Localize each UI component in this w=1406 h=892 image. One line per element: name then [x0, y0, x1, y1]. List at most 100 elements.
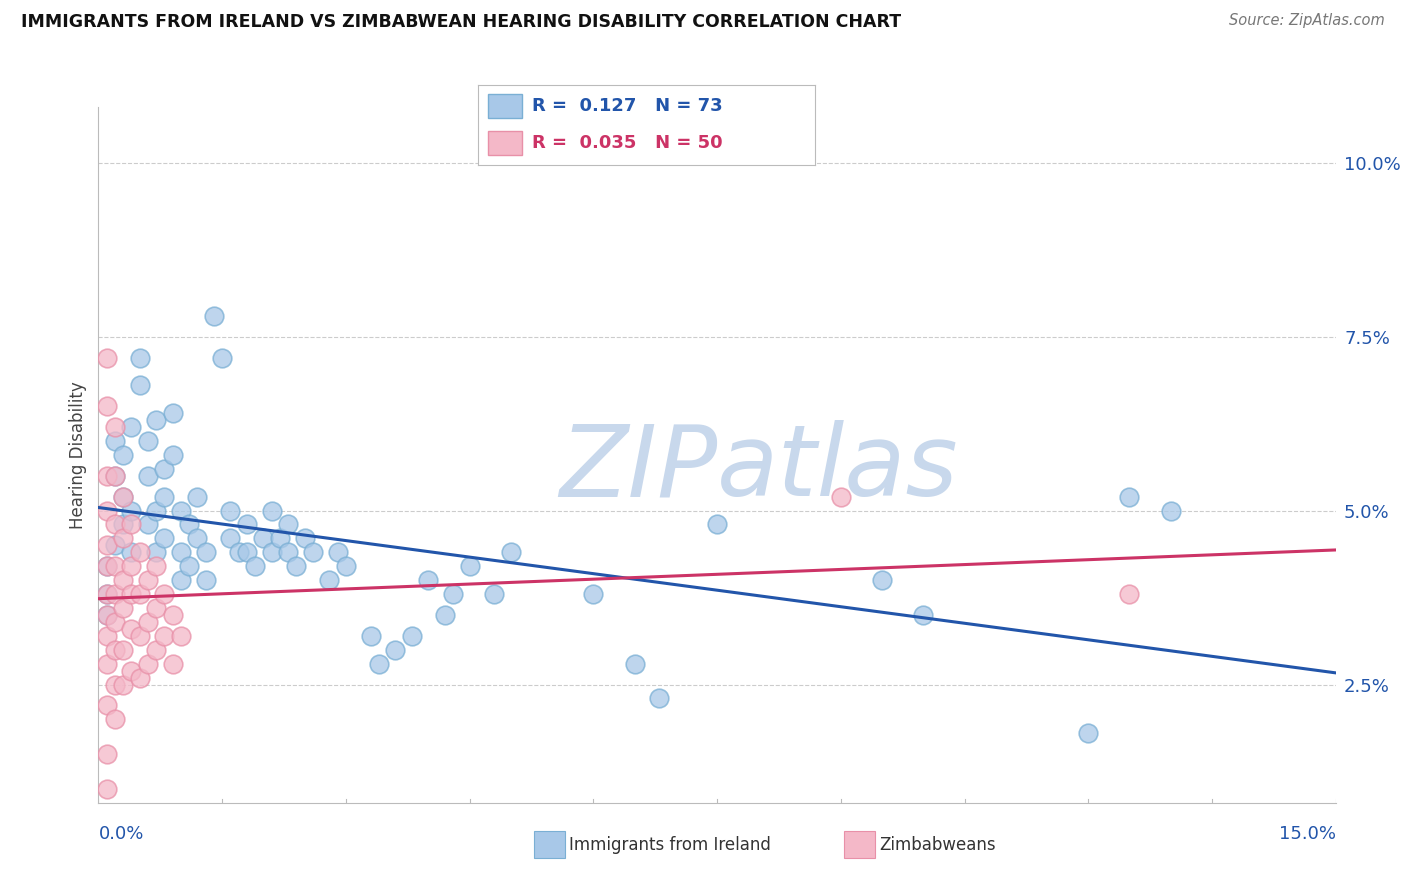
Point: [120, 517, 142, 532]
Text: R =  0.035   N = 50: R = 0.035 N = 50: [531, 135, 723, 153]
Text: 15.0%: 15.0%: [1278, 825, 1336, 843]
Point: [96, 587, 118, 601]
Point: [162, 607, 184, 622]
Point: [830, 490, 852, 504]
Point: [104, 677, 127, 691]
Point: [194, 573, 217, 587]
Point: [360, 629, 382, 643]
Point: [104, 434, 127, 448]
Point: [623, 657, 645, 671]
Point: [104, 517, 127, 532]
Point: [153, 587, 176, 601]
Point: [112, 601, 135, 615]
Point: [112, 532, 135, 546]
Point: [484, 587, 506, 601]
Point: [401, 629, 423, 643]
Point: [153, 629, 176, 643]
Point: [335, 559, 357, 574]
Point: [236, 517, 259, 532]
Point: [219, 503, 242, 517]
Point: [1077, 726, 1099, 740]
Point: [252, 532, 274, 546]
Point: [277, 545, 299, 559]
Point: [112, 490, 135, 504]
Text: Immigrants from Ireland: Immigrants from Ireland: [569, 836, 772, 854]
Point: [367, 657, 389, 671]
Point: [302, 545, 325, 559]
Point: [104, 615, 127, 629]
Text: Zimbabweans: Zimbabweans: [879, 836, 995, 854]
Point: [194, 545, 217, 559]
Point: [104, 559, 127, 574]
Point: [112, 448, 135, 462]
Point: [384, 642, 406, 657]
Point: [162, 406, 184, 420]
Point: [186, 532, 208, 546]
Y-axis label: Hearing Disability: Hearing Disability: [69, 381, 87, 529]
Point: [153, 532, 176, 546]
Point: [170, 545, 193, 559]
Point: [294, 532, 316, 546]
Point: [96, 538, 118, 552]
Point: [96, 351, 118, 365]
Point: [170, 629, 193, 643]
Point: [96, 399, 118, 413]
Point: [418, 573, 440, 587]
Point: [112, 517, 135, 532]
Point: [136, 468, 159, 483]
Point: [120, 503, 142, 517]
Point: [228, 545, 250, 559]
Point: [136, 517, 159, 532]
Point: [96, 698, 118, 713]
Point: [170, 503, 193, 517]
Point: [441, 587, 464, 601]
Point: [136, 615, 159, 629]
Point: [648, 691, 671, 706]
Point: [96, 657, 118, 671]
Point: [128, 378, 150, 392]
Point: [582, 587, 605, 601]
Point: [186, 490, 208, 504]
Point: [104, 468, 127, 483]
Point: [499, 545, 522, 559]
Point: [211, 351, 233, 365]
Text: R =  0.127   N = 73: R = 0.127 N = 73: [531, 97, 723, 115]
Point: [136, 434, 159, 448]
Point: [104, 420, 127, 434]
Point: [96, 607, 118, 622]
Point: [96, 559, 118, 574]
Point: [162, 448, 184, 462]
Point: [145, 601, 167, 615]
Point: [260, 545, 283, 559]
Point: [104, 642, 127, 657]
Point: [104, 712, 127, 726]
Point: [96, 587, 118, 601]
Point: [1118, 490, 1140, 504]
Point: [120, 587, 142, 601]
Point: [145, 642, 167, 657]
Bar: [488, 131, 522, 155]
Point: [153, 462, 176, 476]
Point: [1160, 503, 1182, 517]
Bar: [488, 95, 522, 119]
Point: [112, 642, 135, 657]
Point: [120, 664, 142, 678]
Point: [96, 781, 118, 796]
Text: atlas: atlas: [717, 420, 959, 517]
Point: [153, 490, 176, 504]
Point: [318, 573, 340, 587]
Point: [104, 468, 127, 483]
Point: [128, 671, 150, 685]
Point: [104, 538, 127, 552]
Point: [162, 657, 184, 671]
Point: [706, 517, 728, 532]
Point: [120, 420, 142, 434]
Point: [96, 629, 118, 643]
Text: IMMIGRANTS FROM IRELAND VS ZIMBABWEAN HEARING DISABILITY CORRELATION CHART: IMMIGRANTS FROM IRELAND VS ZIMBABWEAN HE…: [21, 13, 901, 31]
Point: [458, 559, 481, 574]
Point: [128, 587, 150, 601]
Point: [112, 490, 135, 504]
Point: [269, 532, 291, 546]
Point: [170, 573, 193, 587]
Point: [96, 503, 118, 517]
